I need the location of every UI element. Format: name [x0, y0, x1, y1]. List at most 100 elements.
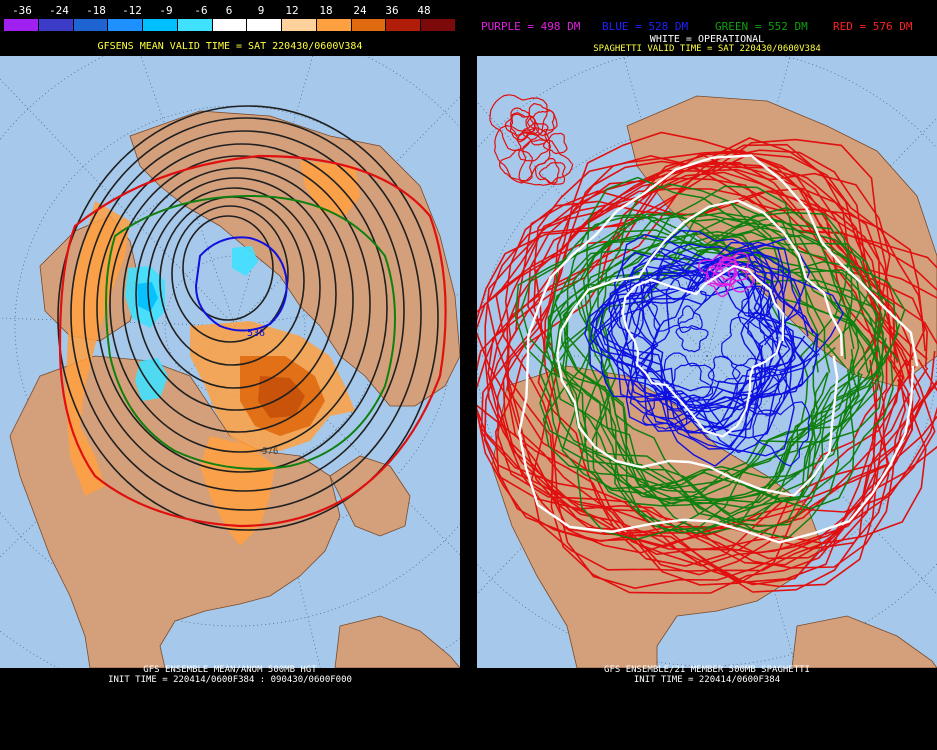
spaghetti-footer-init-time: INIT TIME = 220414/0600F384: [633, 675, 781, 685]
blue-528-contour: [721, 316, 774, 367]
anomaly-legend-labels: -36 -24 -18 -12 -9 -6 6 9 12 18 24 36 48: [4, 4, 456, 18]
legend-swatch: [38, 19, 74, 31]
legend-swatch: [282, 19, 317, 31]
blue-528-contour: [616, 241, 796, 439]
blue-528-contour: [629, 269, 806, 410]
continents: [491, 95, 937, 668]
anomaly-color-scale: [4, 19, 456, 31]
spaghetti-map-svg: [477, 56, 937, 668]
red-576-contour: [518, 139, 574, 186]
blue-528-contour: [606, 243, 791, 449]
red-576-contour: [477, 138, 914, 586]
red-576-contour: [477, 151, 905, 588]
legend-swatch: [108, 19, 144, 31]
red-576-contour: [498, 148, 533, 182]
legend-label: 6: [225, 4, 233, 17]
blue-528-contour: [675, 324, 709, 353]
operational-528-contour: [621, 264, 785, 438]
blue-528-contour: [609, 262, 844, 457]
legend-label: 9: [257, 4, 265, 17]
purple-498-contour: [705, 264, 736, 298]
spaghetti-footer-title: GFS ENSEMBLE/21 MEMBER 500MB SPAGHETTI: [604, 665, 810, 675]
mean-map-svg: 536 576: [0, 56, 460, 668]
ensemble-mean-panel: -36 -24 -18 -12 -9 -6 6 9 12 18 24 36 48…: [0, 0, 460, 750]
key-purple: PURPLE = 498 DM: [481, 20, 581, 33]
legend-label: -24: [49, 4, 69, 17]
green-552-contour: [547, 241, 883, 534]
legend-label: -9: [159, 4, 173, 17]
panel-divider: [460, 0, 477, 750]
key-red: RED = 576 DM: [833, 20, 913, 33]
north-america-landmass: [9, 355, 341, 668]
legend-label: -6: [194, 4, 208, 17]
red-576-contour: [504, 107, 536, 136]
blue-528-contour: [741, 287, 770, 317]
legend-swatch: [351, 19, 387, 31]
legend-swatch: [4, 19, 39, 31]
blue-528-contour: [647, 276, 707, 332]
blue-528-contour: [740, 371, 783, 417]
green-552-contour: [584, 212, 881, 495]
red-576-contour: [496, 149, 937, 554]
green-552-contour: [592, 183, 887, 506]
blue-528-contour: [731, 364, 780, 410]
spaghetti-contours: [477, 94, 937, 594]
red-576-contour: [477, 131, 936, 548]
green-552-contour: [559, 247, 879, 509]
south-america-landmass: [791, 615, 937, 668]
legend-label: 18: [319, 4, 333, 17]
legend-label: 36: [385, 4, 399, 17]
contour-label-536: 536: [247, 328, 265, 339]
blue-528-contour: [590, 249, 780, 407]
green-552-contour: [550, 231, 829, 522]
red-576-contour: [509, 113, 536, 141]
key-green: GREEN = 552 DM: [715, 20, 808, 33]
mean-footer-title: GFS ENSEMBLE MEAN/ANOM 500MB HGT: [143, 665, 317, 675]
spaghetti-panel: PURPLE = 498 DM BLUE = 528 DM GREEN = 55…: [477, 0, 937, 750]
green-552-contour: [514, 211, 872, 504]
mean-valid-time-title: GFSENS MEAN VALID TIME = SAT 220430/0600…: [97, 41, 363, 52]
contour-label-576: 576: [262, 447, 278, 457]
blue-528-contour: [665, 362, 714, 403]
red-576-contour: [526, 109, 555, 137]
legend-label: 48: [417, 4, 431, 17]
operational-576-contour: [518, 154, 919, 544]
red-576-contour: [477, 152, 926, 593]
blue-528-contour: [660, 352, 715, 412]
legend-label: -36: [12, 4, 32, 17]
legend-swatch: [247, 19, 283, 31]
spaghetti-map: [477, 56, 937, 668]
legend-label: 12: [285, 4, 299, 17]
red-576-contour: [489, 94, 548, 152]
blue-528-contour: [625, 271, 818, 433]
legend-swatch: [316, 19, 352, 31]
red-576-contour: [477, 168, 891, 567]
red-576-contour: [538, 161, 566, 186]
red-576-contour: [483, 137, 921, 566]
operational-key: WHITE = OPERATIONAL: [649, 34, 765, 45]
legend-label: -18: [86, 4, 106, 17]
anomaly-shading: [65, 161, 360, 546]
green-552-contour: [539, 218, 831, 534]
legend-label: 24: [353, 4, 367, 17]
legend-swatch: [386, 19, 422, 31]
legend-swatch: [177, 19, 213, 31]
mean-anomaly-map: 536 576: [0, 56, 460, 668]
operational-552-contour: [556, 199, 843, 497]
spaghetti-valid-time-title: SPAGHETTI VALID TIME = SAT 220430/0600V3…: [593, 44, 821, 54]
blue-528-contour: [752, 401, 811, 467]
red-576-contour: [534, 157, 560, 184]
legend-swatch: [73, 19, 109, 31]
alaska-landmass: [329, 455, 411, 537]
legend-swatch: [212, 19, 248, 31]
key-blue: BLUE = 528 DM: [602, 20, 689, 33]
height-contours: [57, 105, 447, 531]
legend-label: -12: [122, 4, 142, 17]
green-552-contour: [545, 211, 855, 535]
green-552-contour: [554, 219, 899, 528]
purple-498-contour: [698, 254, 737, 288]
south-america-landmass: [334, 615, 460, 668]
legend-swatch: [143, 19, 178, 31]
red-576-contour: [493, 124, 551, 184]
legend-swatch: [421, 19, 456, 31]
